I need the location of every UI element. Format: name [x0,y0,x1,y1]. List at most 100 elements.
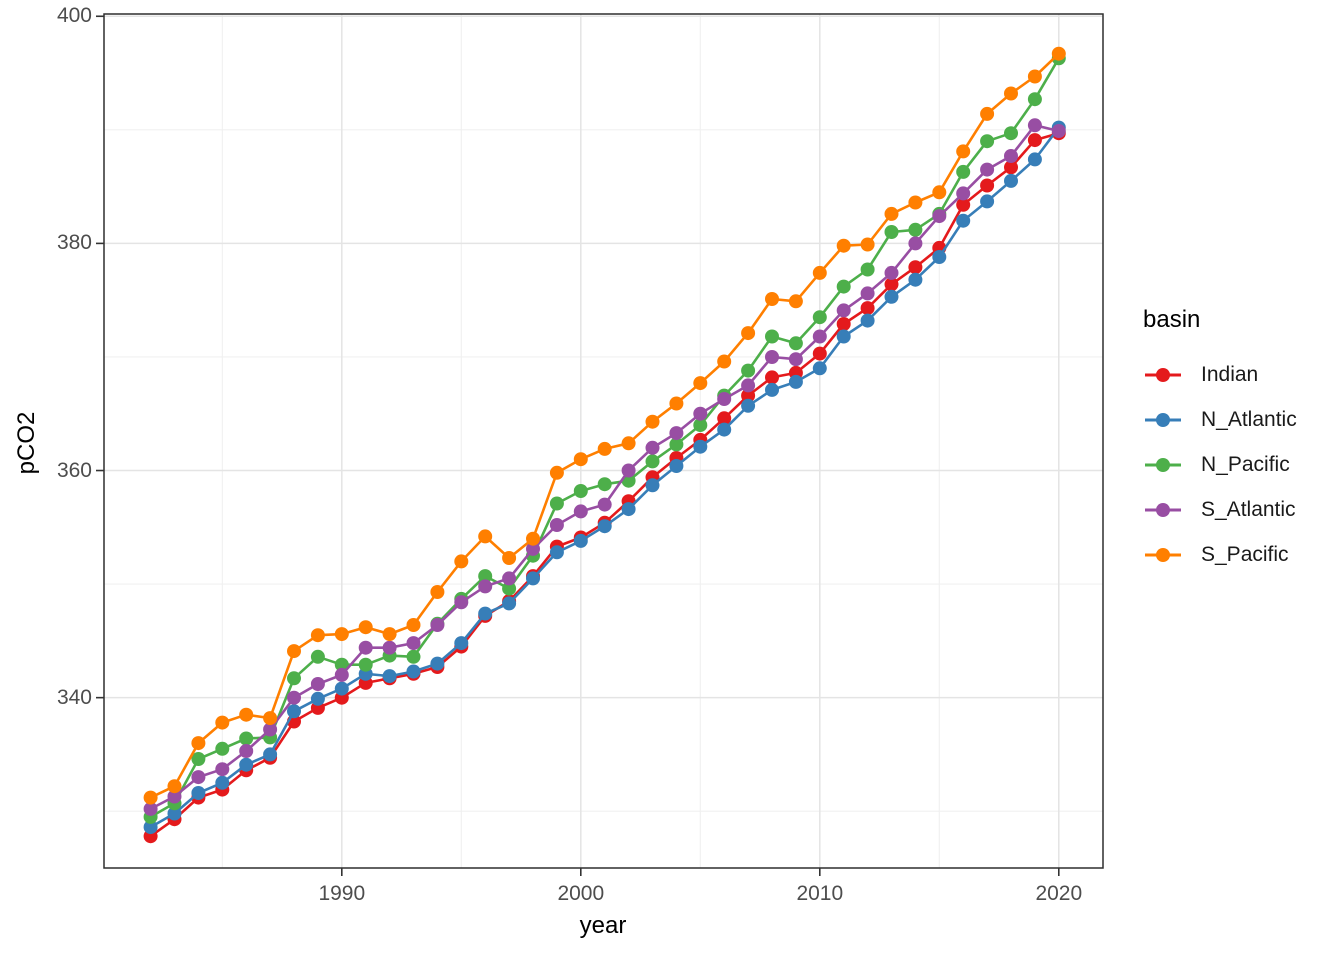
data-point-n_pacific [908,222,923,237]
data-point-n_atlantic [549,545,564,560]
data-point-n_atlantic [693,439,708,454]
data-point-s_pacific [549,465,564,480]
data-point-s_atlantic [502,571,517,586]
data-point-s_atlantic [406,636,421,651]
x-tick-label: 2000 [557,882,605,905]
data-point-indian [765,370,779,385]
data-point-s_pacific [741,326,756,341]
legend-key-icon [1145,457,1181,472]
data-point-s_atlantic [597,497,612,512]
data-point-s_pacific [502,551,517,565]
data-point-s_atlantic [310,677,325,691]
data-point-s_atlantic [191,770,206,785]
data-point-indian [1027,133,1042,148]
data-point-n_pacific [502,581,517,596]
data-point-n_atlantic [812,361,827,376]
data-point-s_pacific [597,441,612,456]
data-point-s_atlantic [812,329,827,344]
legend-label: S_Pacific [1201,542,1289,566]
data-point-indian [836,317,851,331]
data-point-s_pacific [669,396,684,411]
data-point-s_pacific [788,294,803,309]
data-point-n_pacific [287,671,301,686]
data-point-n_atlantic [1027,152,1042,167]
data-point-n_atlantic [454,636,469,651]
legend-item-indian: Indian [1143,352,1297,397]
data-point-n_pacific [549,496,564,511]
data-point-s_atlantic [932,209,947,224]
data-point-s_atlantic [143,801,158,816]
legend-item-s_pacific: S_Pacific [1143,532,1297,577]
data-point-s_atlantic [167,789,182,804]
data-point-n_atlantic [1004,173,1018,188]
data-point-s_pacific [812,265,827,280]
data-point-s_pacific [167,779,182,794]
data-point-n_pacific [836,279,851,294]
data-point-s_atlantic [478,579,493,594]
data-point-s_atlantic [215,762,230,777]
data-point-n_atlantic [143,820,158,835]
data-point-s_atlantic [263,722,278,737]
data-point-s_atlantic [382,640,397,655]
legend-title: basin [1143,306,1201,333]
data-point-indian [884,277,899,292]
data-point-n_pacific [334,657,349,672]
legend-item-n_atlantic: N_Atlantic [1143,397,1297,442]
data-point-n_pacific [693,418,708,433]
legend-label: S_Atlantic [1201,497,1296,521]
data-point-s_pacific [430,585,445,599]
data-point-s_atlantic [1027,118,1042,133]
data-point-n_atlantic [717,422,732,437]
data-point-n_atlantic [287,704,301,719]
data-point-indian [860,301,875,316]
legend-item-s_atlantic: S_Atlantic [1143,487,1297,532]
data-point-n_pacific [956,164,971,179]
data-point-n_atlantic [836,329,851,344]
data-point-s_atlantic [956,186,971,201]
data-point-indian [980,178,995,193]
y-tick-label: 340 [56,685,92,709]
data-point-n_atlantic [191,786,206,800]
y-tick-label: 360 [56,458,92,482]
data-point-n_pacific [884,225,899,239]
data-point-s_atlantic [860,286,875,301]
data-point-n_pacific [358,657,373,672]
data-point-n_pacific [406,649,421,664]
y-tick-label: 380 [56,231,92,255]
data-point-s_atlantic [908,236,923,251]
data-point-n_atlantic [502,596,517,611]
data-point-s_pacific [263,711,278,726]
data-point-s_pacific [1004,86,1018,101]
data-point-s_atlantic [239,744,254,758]
data-point-n_atlantic [215,775,230,790]
data-point-s_pacific [573,452,588,467]
data-point-s_atlantic [454,595,469,610]
data-point-indian [741,388,756,403]
data-point-s_pacific [1027,69,1042,84]
data-point-s_atlantic [1051,124,1066,138]
data-point-s_atlantic [741,378,756,393]
panel-border [103,13,1104,869]
series-line-n_pacific [149,56,1061,819]
data-point-s_pacific [980,106,995,121]
data-point-n_pacific [1004,126,1018,141]
data-point-s_pacific [645,414,660,429]
data-point-s_atlantic [334,667,349,682]
x-tick-label: 2010 [796,882,844,905]
data-point-s_pacific [765,292,779,306]
data-point-n_atlantic [741,398,756,413]
data-point-n_pacific [860,262,875,277]
data-point-n_pacific [191,752,206,766]
data-point-s_atlantic [836,303,851,318]
legend-key-icon [1145,502,1181,517]
data-point-s_pacific [526,531,540,546]
data-point-n_pacific [812,310,827,325]
y-tick-label: 400 [56,4,92,28]
data-point-indian [908,260,923,275]
data-point-n_atlantic [908,272,923,287]
data-point-n_pacific [669,437,684,452]
data-point-s_pacific [1051,46,1066,61]
data-point-s_pacific [310,628,325,643]
data-point-n_atlantic [788,374,803,389]
